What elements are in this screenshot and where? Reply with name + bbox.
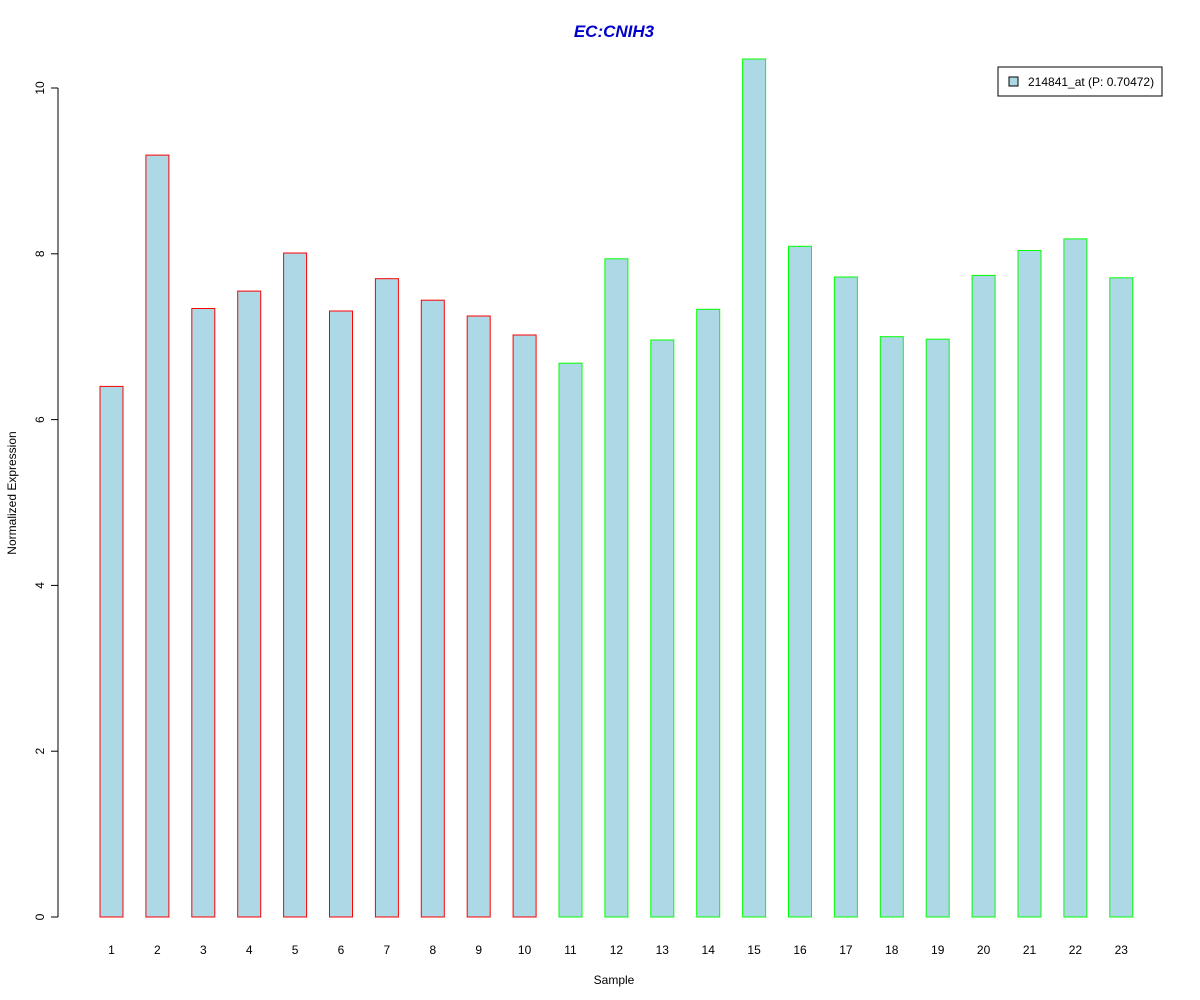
x-tick-label: 19 — [931, 943, 945, 957]
legend-box — [997, 66, 1163, 97]
bar-sample-4 — [237, 290, 262, 918]
y-tick-label: 10 — [33, 81, 47, 95]
x-tick-label: 15 — [747, 943, 761, 957]
x-axis-label: Sample — [594, 973, 635, 987]
bar-sample-2 — [145, 154, 170, 918]
x-tick-label: 5 — [292, 943, 299, 957]
bar-sample-13 — [650, 339, 675, 918]
y-tick-label: 2 — [33, 748, 47, 755]
x-tick-label: 18 — [885, 943, 899, 957]
x-tick-label: 1 — [108, 943, 115, 957]
bar-sample-8 — [420, 299, 445, 918]
x-tick-label: 23 — [1115, 943, 1129, 957]
x-tick-label: 6 — [338, 943, 345, 957]
bar-sample-16 — [788, 245, 812, 918]
chart-title: EC:CNIH3 — [574, 22, 655, 41]
x-tick-label: 8 — [429, 943, 436, 957]
x-tick-label: 7 — [384, 943, 391, 957]
legend-label: 214841_at (P: 0.70472) — [1028, 75, 1154, 89]
x-tick-label: 10 — [518, 943, 532, 957]
bar-sample-6 — [329, 310, 353, 918]
x-tick-label: 2 — [154, 943, 161, 957]
bar-sample-3 — [191, 308, 216, 918]
bar-sample-10 — [512, 334, 537, 918]
y-axis-label: Normalized Expression — [5, 431, 19, 554]
bar-sample-15 — [742, 58, 767, 918]
x-tick-label: 17 — [839, 943, 853, 957]
bar-sample-18 — [879, 336, 904, 918]
bar-sample-5 — [283, 252, 308, 918]
x-tick-label: 9 — [475, 943, 482, 957]
bar-sample-7 — [374, 278, 399, 918]
x-tick-labels: 1 2 3 4 5 6 7 8 9 10 11 12 13 14 15 16 17 18 19 20 21 22 23 — [108, 943, 1128, 957]
x-tick-label: 16 — [793, 943, 807, 957]
x-tick-label: 14 — [702, 943, 716, 957]
x-tick-label: 13 — [656, 943, 670, 957]
x-tick-label: 21 — [1023, 943, 1037, 957]
bar-sample-12 — [604, 258, 629, 918]
x-tick-label: 12 — [610, 943, 624, 957]
bar-sample-1 — [99, 385, 124, 918]
x-tick-label: 4 — [246, 943, 253, 957]
x-tick-label: 11 — [564, 943, 577, 957]
bar-sample-21 — [1017, 250, 1042, 918]
bar-sample-23 — [1109, 277, 1134, 918]
bar-sample-20 — [971, 274, 996, 918]
bar-sample-19 — [925, 338, 950, 918]
legend-swatch — [1008, 76, 1019, 87]
bar-sample-14 — [696, 308, 721, 918]
bar-sample-22 — [1063, 238, 1088, 918]
y-tick-label: 8 — [33, 250, 47, 257]
bar-sample-11 — [558, 362, 583, 918]
y-tick-label: 4 — [33, 582, 47, 589]
y-tick-label: 6 — [33, 416, 47, 423]
y-axis: 0 2 4 6 8 10 — [33, 81, 59, 920]
bars-group — [99, 58, 1134, 918]
x-tick-label: 22 — [1069, 943, 1083, 957]
x-tick-label: 3 — [200, 943, 207, 957]
legend: 214841_at (P: 0.70472) — [997, 66, 1163, 97]
x-tick-label: 20 — [977, 943, 991, 957]
y-tick-label: 0 — [33, 913, 47, 920]
bar-sample-17 — [833, 276, 858, 918]
bar-sample-9 — [466, 315, 491, 918]
